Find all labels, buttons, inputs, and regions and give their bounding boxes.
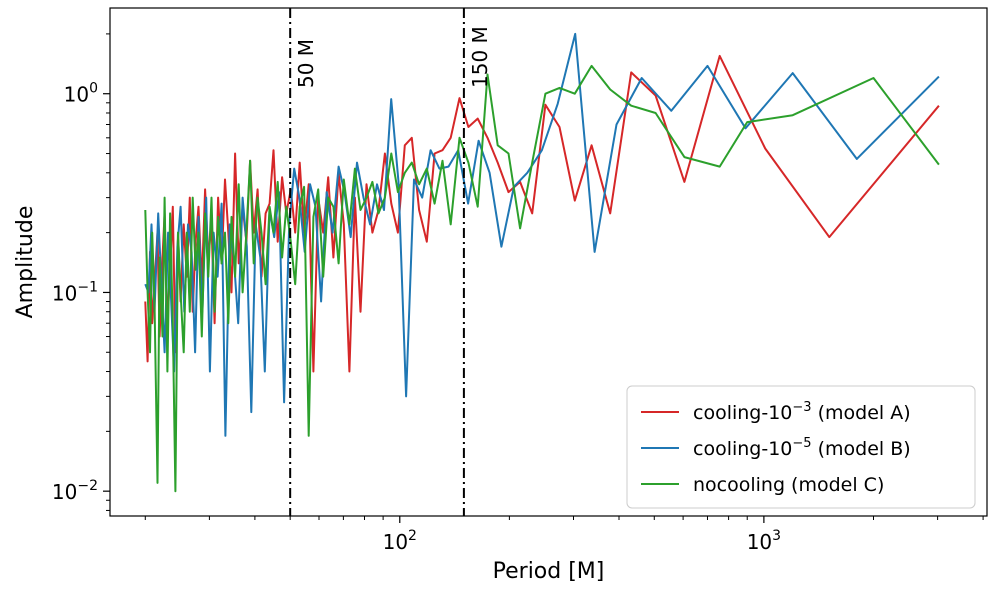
x-axis-label: Period [M] xyxy=(493,559,605,584)
legend: cooling-10−3 (model A) cooling-10−5 (mode… xyxy=(626,385,976,509)
x-tick-label-1: 102 xyxy=(383,528,417,554)
legend-label-2: cooling-10−5 (model B) xyxy=(693,436,911,460)
vline-label-2: 150 M xyxy=(468,26,492,88)
series-line-3 xyxy=(144,64,940,493)
series-line-1 xyxy=(144,54,940,373)
x-tick-label-2: 103 xyxy=(747,528,781,554)
y-tick-label-3: 100 xyxy=(64,81,98,107)
y-axis-label: Amplitude xyxy=(13,206,38,319)
y-tick-label-1: 10−2 xyxy=(52,478,98,504)
series-layer xyxy=(144,32,940,493)
legend-label-1: cooling-10−3 (model A) xyxy=(693,400,911,424)
vline-label-1: 50 M xyxy=(294,39,318,88)
legend-box xyxy=(626,385,976,509)
y-tick-label-2: 10−1 xyxy=(52,279,98,305)
axes: 102 103 10−2 10−1 100 xyxy=(52,33,984,554)
legend-label-3: nocooling (model C) xyxy=(693,474,884,496)
reference-lines: 50 M 150 M xyxy=(289,8,492,516)
plot-frame xyxy=(109,7,988,517)
